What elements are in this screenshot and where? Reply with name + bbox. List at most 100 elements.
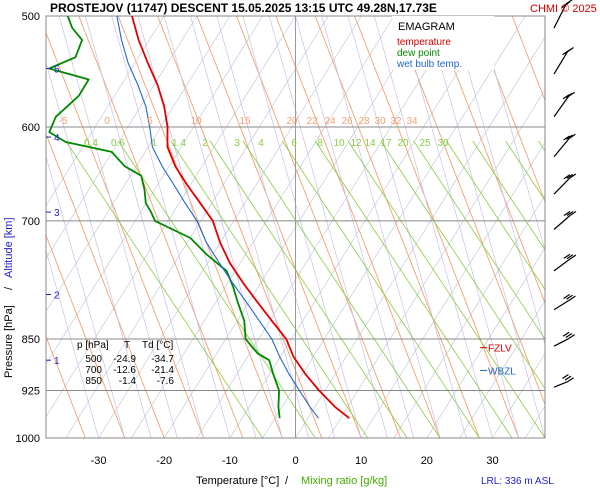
mixing-ratio-label: 0.4 <box>84 138 98 149</box>
moist-adiabat-line <box>58 16 178 438</box>
x-axis-label-mixing-ratio: Mixing ratio [g/kg] <box>301 475 387 487</box>
moist-adiabat-line <box>373 16 493 438</box>
wind-barb-staff <box>553 299 570 311</box>
series-line-dew-point <box>48 16 281 419</box>
isotherm-line <box>393 194 545 438</box>
p-tick-label: 500 <box>22 11 40 23</box>
moist-adiabat-line <box>400 16 520 438</box>
y-axis-label-separator: / <box>3 286 15 290</box>
mixing-ratio-line <box>347 140 545 438</box>
y-axis-label-altitude: Altitude [km] <box>3 217 15 278</box>
dry-adiabat-line <box>157 16 323 438</box>
wind-barb <box>553 91 575 118</box>
moist-adiabat-line <box>190 16 309 438</box>
wind-barb-staff <box>553 3 567 29</box>
table-cell: 850 <box>85 376 102 387</box>
moist-adiabat-line <box>268 16 388 438</box>
table-cell: -24.9 <box>113 354 136 365</box>
mixing-ratio-line <box>282 140 480 438</box>
wind-barb <box>553 253 577 272</box>
mixing-ratio-label: 20 <box>397 138 409 149</box>
wind-barb-feather <box>566 294 573 300</box>
mixing-ratio-line <box>117 140 316 438</box>
wind-barb <box>553 210 577 230</box>
x-tick-label: 0 <box>292 455 298 467</box>
wind-barb-feather <box>566 254 574 260</box>
legend-entry-dew-point: dew point <box>397 48 440 59</box>
dry-adiabat-line <box>196 16 362 438</box>
altitude-tick-label: 2 <box>54 290 60 301</box>
levels-table: p [hPa] T Td [°C] 500 -24.9 -34.7 700 -1… <box>77 340 174 387</box>
wind-barb-feather <box>568 334 575 340</box>
wind-barb-feather <box>569 295 576 301</box>
isotherm-line <box>46 16 231 313</box>
dry-adiabat-label: 0 <box>104 116 110 127</box>
wind-barbs <box>553 0 577 388</box>
wind-barb-feather <box>563 210 571 216</box>
moist-adiabat-line <box>321 16 441 438</box>
table-cell: -21.4 <box>151 365 174 376</box>
table-cell: -12.6 <box>113 365 136 376</box>
mixing-ratio-label: 3 <box>234 138 240 149</box>
moist-adiabat-line <box>452 16 545 346</box>
dry-adiabat-line <box>314 16 480 438</box>
legend-box: EMAGRAM temperature dew point wet bulb t… <box>392 16 494 70</box>
moist-adiabat-line <box>46 249 99 438</box>
altitude-tick-label: 4 <box>54 133 60 144</box>
wind-barb <box>553 331 575 347</box>
wind-barb <box>553 133 576 158</box>
p-tick-label: 925 <box>22 386 40 398</box>
dry-adiabat-line <box>117 16 283 438</box>
moist-adiabat-line <box>163 16 283 438</box>
moist-adiabat-line <box>426 16 545 438</box>
table-cell: -7.6 <box>157 376 175 387</box>
p-tick-label: 700 <box>22 216 40 228</box>
isotherm-line <box>492 352 545 438</box>
wind-barb-feather <box>562 94 570 100</box>
pressure-grid <box>45 15 546 439</box>
wind-barb <box>553 47 574 75</box>
dry-adiabat-line <box>472 16 545 203</box>
mixing-ratio-label: 4 <box>258 138 264 149</box>
mixing-ratio-label: 14 <box>364 138 376 149</box>
wind-barb-feather <box>569 210 577 216</box>
mixing-ratio-label: 0.6 <box>111 138 125 149</box>
diagram-name: EMAGRAM <box>398 21 455 33</box>
legend-entry-wet-bulb: wet bulb temp. <box>396 59 462 70</box>
isotherm-line <box>459 300 545 438</box>
mixing-ratio-label: 17 <box>380 138 392 149</box>
moist-adiabat-line <box>46 61 152 438</box>
wind-barb-staff <box>553 258 571 272</box>
credit-text: CHMI © 2025 <box>530 3 597 15</box>
dry-adiabat-line <box>46 31 204 438</box>
background-lines <box>46 16 545 438</box>
moist-adiabat-line <box>295 16 415 438</box>
mixing-ratio-label: 12 <box>350 138 362 149</box>
dry-adiabat-line <box>46 132 165 438</box>
dry-adiabat-label: 34 <box>406 116 418 127</box>
dry-adiabat-label: 24 <box>324 116 336 127</box>
dry-adiabat-line <box>46 335 86 438</box>
altitude-tick-label: 5 <box>54 64 60 75</box>
dry-adiabat-label: 5 <box>147 116 153 127</box>
mixing-ratio-label: 8 <box>317 138 323 149</box>
wind-barb-feather <box>564 375 572 381</box>
mixing-ratio-line <box>538 140 545 152</box>
mixing-ratio-line <box>65 140 264 438</box>
wind-barb-feather <box>563 174 571 180</box>
mixing-ratio-label: 10 <box>333 138 345 149</box>
lrl-text: LRL: 336 m ASL <box>481 476 554 487</box>
wind-barb-staff <box>553 381 568 388</box>
mixing-ratio-line <box>505 140 545 202</box>
wind-barb-staff <box>553 137 570 158</box>
wind-barb <box>553 293 576 311</box>
dry-adiabat-line <box>354 16 520 438</box>
wind-barb <box>553 0 573 29</box>
wind-barb-staff <box>553 338 569 347</box>
x-tick-label: -30 <box>91 455 107 467</box>
dry-adiabat-line <box>275 16 441 438</box>
wind-barb-feather <box>562 50 569 56</box>
dry-adiabat-line <box>432 16 545 305</box>
